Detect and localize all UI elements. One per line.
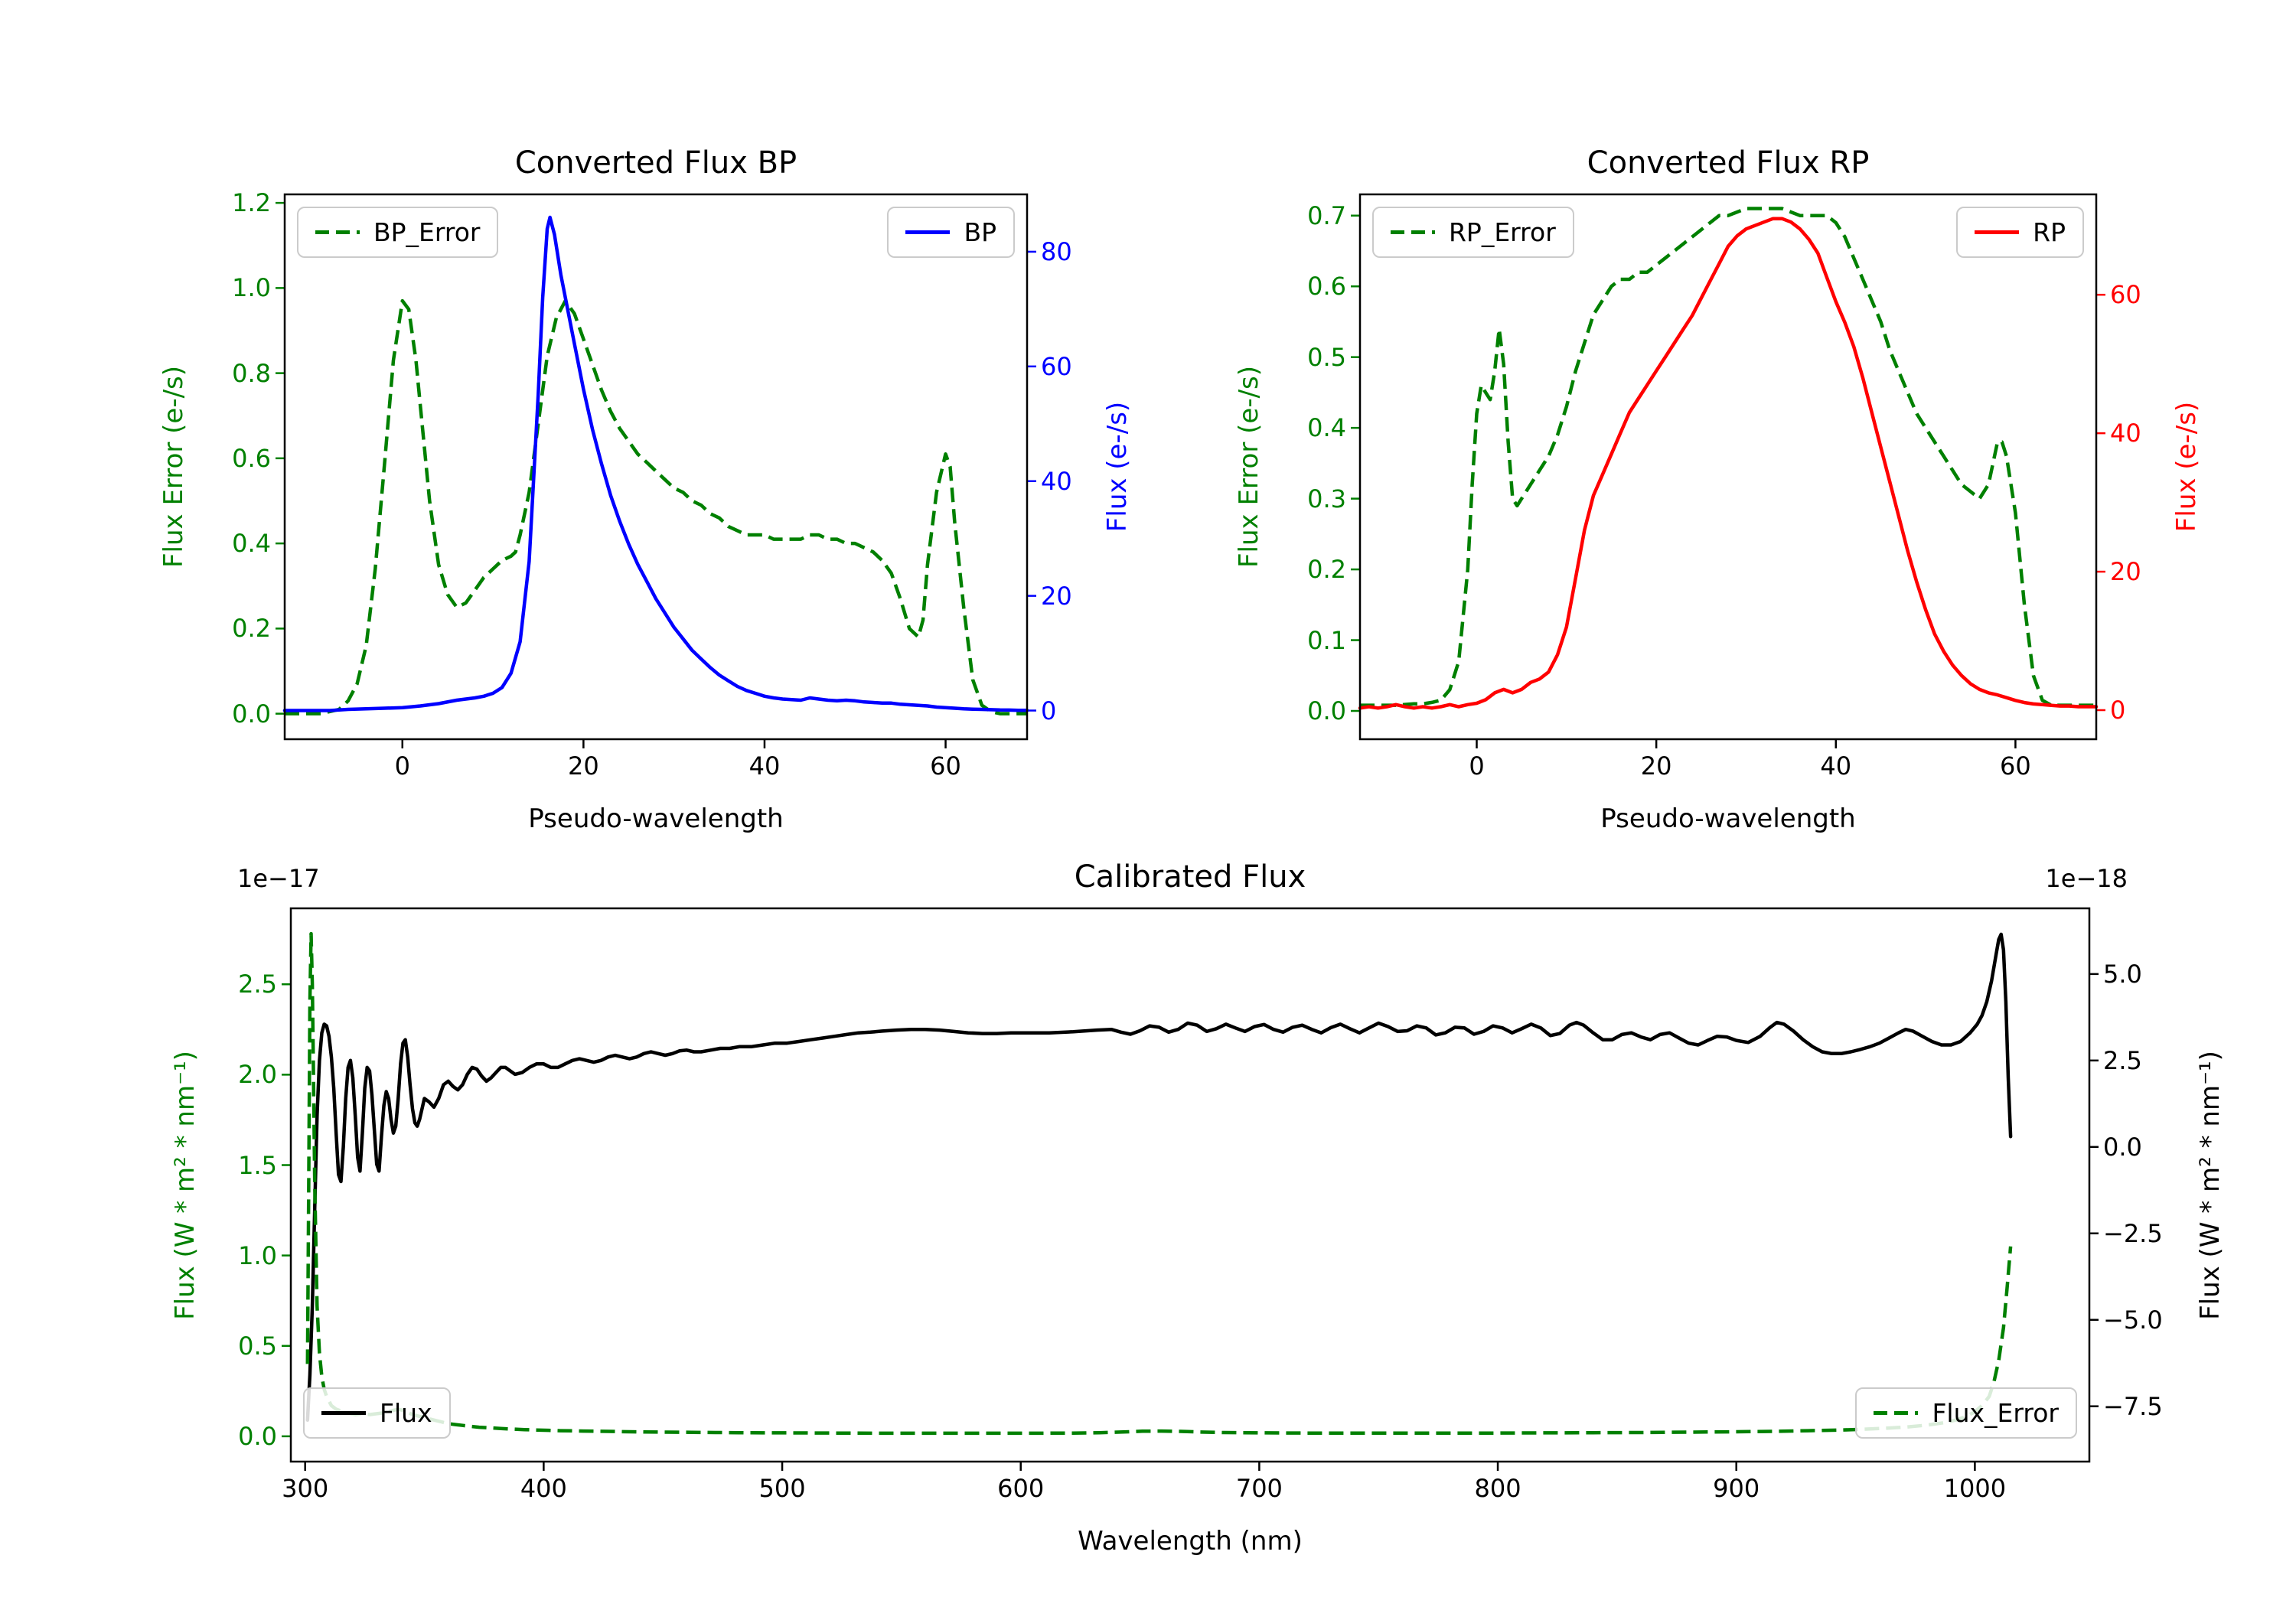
tick-label: 0.1 bbox=[1307, 625, 1346, 655]
x-axis-label: Pseudo-wavelength bbox=[528, 804, 784, 834]
tick-label: 1.0 bbox=[238, 1240, 277, 1270]
legend-line-sample bbox=[315, 230, 360, 234]
plot-title: Converted Flux BP bbox=[514, 145, 797, 181]
series-BP_Error bbox=[285, 298, 1027, 715]
tick-label: 1.0 bbox=[232, 273, 271, 303]
plot-canvas-cal bbox=[282, 907, 2099, 1471]
x-axis-label: Pseudo-wavelength bbox=[1600, 804, 1856, 834]
tick-label: 40 bbox=[2110, 419, 2141, 448]
legend-flux-error: Flux_Error bbox=[1855, 1387, 2077, 1439]
tick-label: −5.0 bbox=[2103, 1305, 2163, 1335]
tick-label: 0 bbox=[1469, 751, 1485, 781]
tick-label: 1.2 bbox=[232, 188, 271, 218]
plot-title: Converted Flux RP bbox=[1587, 145, 1870, 181]
tick-label: 400 bbox=[520, 1474, 567, 1503]
y-axis-label-left: Flux (W * m² * nm⁻¹) bbox=[170, 1050, 201, 1320]
tick-label: 0 bbox=[2110, 696, 2126, 725]
legend-label: RP_Error bbox=[1449, 217, 1556, 247]
tick-label: 500 bbox=[758, 1474, 806, 1503]
series-Flux bbox=[305, 932, 2013, 1423]
series-Flux_Error bbox=[305, 931, 2013, 1436]
tick-label: 20 bbox=[1041, 581, 1072, 611]
legend-line-sample bbox=[905, 230, 951, 234]
tick-label: 1.5 bbox=[238, 1150, 277, 1180]
tick-label: 60 bbox=[2110, 280, 2141, 310]
legend-label: RP bbox=[2033, 217, 2066, 247]
tick-label: 1000 bbox=[1943, 1474, 2007, 1503]
tick-label: 0.4 bbox=[232, 529, 271, 559]
legend-flux: Flux bbox=[303, 1387, 451, 1439]
tick-label: 0.0 bbox=[1307, 696, 1346, 725]
legend-label: BP_Error bbox=[373, 217, 481, 247]
legend-label: Flux bbox=[380, 1398, 432, 1428]
tick-label: 0.2 bbox=[1307, 555, 1346, 585]
tick-label: 2.5 bbox=[238, 970, 277, 999]
axis-offset-text-right: 1e−18 bbox=[2045, 864, 2128, 893]
tick-label: 40 bbox=[748, 751, 781, 781]
tick-label: 40 bbox=[1041, 466, 1072, 496]
tick-label: 0.4 bbox=[1307, 413, 1346, 443]
legend-line-sample bbox=[1975, 230, 2020, 234]
legend-line-sample bbox=[321, 1411, 366, 1415]
tick-label: 700 bbox=[1235, 1474, 1283, 1503]
tick-label: 900 bbox=[1713, 1474, 1760, 1503]
x-axis-label: Wavelength (nm) bbox=[1078, 1526, 1303, 1556]
legend-line-sample bbox=[1874, 1411, 1919, 1415]
series-BP bbox=[282, 215, 1029, 712]
tick-label: 20 bbox=[1640, 751, 1672, 781]
plot-canvas-rp bbox=[1351, 193, 2105, 748]
legend-rp-error: RP_Error bbox=[1372, 207, 1574, 258]
tick-label: 60 bbox=[930, 751, 961, 781]
subplot-calibrated-flux: Calibrated Flux Wavelength (nm) Flux (W … bbox=[170, 859, 2226, 1556]
axis-offset-text-left: 1e−17 bbox=[237, 864, 320, 893]
tick-label: 0.0 bbox=[2103, 1132, 2142, 1162]
legend-bp-error: BP_Error bbox=[297, 207, 499, 258]
tick-label: −7.5 bbox=[2103, 1391, 2163, 1421]
tick-label: 300 bbox=[282, 1474, 329, 1503]
y-axis-label-left: Flux Error (e-/s) bbox=[158, 365, 189, 569]
tick-label: 5.0 bbox=[2103, 959, 2142, 989]
plot-title: Calibrated Flux bbox=[1074, 859, 1306, 895]
legend-label: Flux_Error bbox=[1932, 1398, 2059, 1428]
legend-line-sample bbox=[1391, 230, 1435, 234]
y-axis-label-left: Flux Error (e-/s) bbox=[1234, 365, 1264, 569]
subplot-converted-flux-bp: Converted Flux BP Pseudo-wavelength Flux… bbox=[158, 145, 1133, 834]
tick-label: 80 bbox=[1041, 236, 1072, 266]
tick-label: 0 bbox=[1041, 696, 1057, 725]
subplot-converted-flux-rp: Converted Flux RP Pseudo-wavelength Flux… bbox=[1234, 145, 2202, 834]
tick-label: 60 bbox=[1041, 351, 1072, 381]
plot-canvas-bp bbox=[276, 193, 1036, 748]
y-axis-label-right: Flux (W * m² * nm⁻¹) bbox=[2195, 1050, 2226, 1320]
legend-bp: BP bbox=[887, 207, 1015, 258]
tick-label: 0.0 bbox=[238, 1421, 277, 1451]
tick-label: 0.6 bbox=[1307, 272, 1346, 302]
series-RP bbox=[1358, 217, 2099, 710]
tick-label: −2.5 bbox=[2103, 1218, 2163, 1248]
series-RP_Error bbox=[1360, 207, 2096, 707]
tick-label: 0.6 bbox=[232, 443, 271, 473]
tick-label: 600 bbox=[997, 1474, 1045, 1503]
tick-label: 0.5 bbox=[1307, 342, 1346, 372]
tick-label: 0.3 bbox=[1307, 484, 1346, 513]
y-axis-label-right: Flux (e-/s) bbox=[1102, 401, 1133, 533]
tick-label: 20 bbox=[568, 751, 599, 781]
tick-label: 40 bbox=[1820, 751, 1852, 781]
tick-label: 20 bbox=[2110, 557, 2141, 587]
tick-label: 2.0 bbox=[238, 1060, 277, 1090]
y-axis-label-right: Flux (e-/s) bbox=[2171, 401, 2202, 533]
tick-label: 2.5 bbox=[2103, 1045, 2142, 1075]
tick-label: 0.7 bbox=[1307, 200, 1346, 230]
tick-label: 0.5 bbox=[238, 1331, 277, 1361]
tick-label: 60 bbox=[2000, 751, 2031, 781]
tick-label: 800 bbox=[1474, 1474, 1521, 1503]
tick-label: 0.2 bbox=[232, 614, 271, 644]
legend-rp: RP bbox=[1956, 207, 2084, 258]
tick-label: 0.8 bbox=[232, 358, 271, 388]
tick-label: 0 bbox=[394, 751, 410, 781]
legend-label: BP bbox=[964, 217, 996, 247]
tick-label: 0.0 bbox=[232, 699, 271, 729]
